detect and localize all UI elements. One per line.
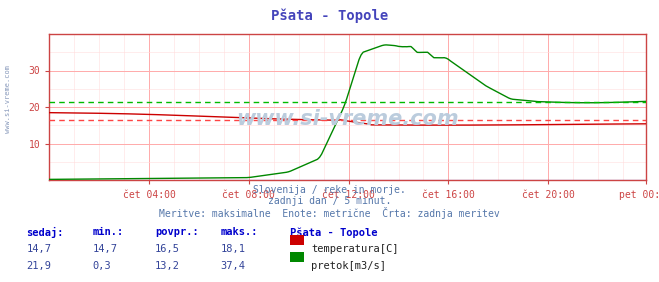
Text: 13,2: 13,2: [155, 261, 180, 271]
Text: 21,9: 21,9: [26, 261, 51, 271]
Text: sedaj:: sedaj:: [26, 227, 64, 238]
Text: 0,3: 0,3: [92, 261, 111, 271]
Text: Meritve: maksimalne  Enote: metrične  Črta: zadnja meritev: Meritve: maksimalne Enote: metrične Črta…: [159, 207, 500, 219]
Text: 37,4: 37,4: [221, 261, 246, 271]
Text: www.si-vreme.com: www.si-vreme.com: [5, 65, 11, 133]
Text: Pšata - Topole: Pšata - Topole: [290, 227, 378, 237]
Text: www.si-vreme.com: www.si-vreme.com: [237, 109, 459, 129]
Text: zadnji dan / 5 minut.: zadnji dan / 5 minut.: [268, 196, 391, 206]
Text: povpr.:: povpr.:: [155, 227, 198, 237]
Text: temperatura[C]: temperatura[C]: [311, 244, 399, 254]
Text: 18,1: 18,1: [221, 244, 246, 254]
Text: maks.:: maks.:: [221, 227, 258, 237]
Text: 14,7: 14,7: [26, 244, 51, 254]
Text: min.:: min.:: [92, 227, 123, 237]
Text: 14,7: 14,7: [92, 244, 117, 254]
Text: Slovenija / reke in morje.: Slovenija / reke in morje.: [253, 185, 406, 195]
Text: pretok[m3/s]: pretok[m3/s]: [311, 261, 386, 271]
Text: 16,5: 16,5: [155, 244, 180, 254]
Text: Pšata - Topole: Pšata - Topole: [271, 8, 388, 23]
